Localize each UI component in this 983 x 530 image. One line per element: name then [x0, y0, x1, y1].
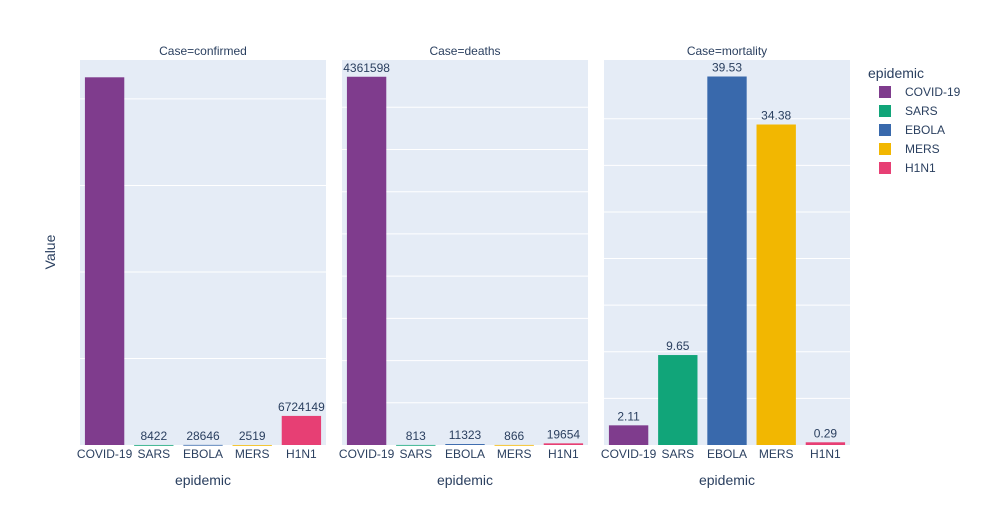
bar-value-label: 2519: [239, 429, 266, 443]
legend-swatch: [879, 86, 891, 98]
bar-value-label: 866: [504, 429, 524, 443]
bar-value-label: 8422: [140, 429, 167, 443]
bar[interactable]: [281, 415, 322, 445]
x-axis-title: epidemic: [175, 472, 231, 488]
bar[interactable]: [346, 76, 387, 446]
facet-panel: Case=confirmed COVID-19 8422 SARS 28646 EBOLA…: [77, 44, 326, 488]
x-axis-title: epidemic: [437, 472, 493, 488]
x-tick-label: SARS: [137, 447, 170, 461]
x-tick-label: SARS: [399, 447, 432, 461]
bar-value-label: 9.65: [666, 339, 690, 353]
x-tick-label: MERS: [497, 447, 532, 461]
y-axis-title: Value: [42, 234, 58, 269]
x-tick-label: H1N1: [810, 447, 841, 461]
bar[interactable]: [543, 443, 584, 445]
x-tick-label: COVID-19: [601, 447, 657, 461]
bar-value-label: 11323: [449, 428, 482, 442]
facet-title: Case=deaths: [429, 44, 500, 58]
bar[interactable]: [707, 76, 747, 446]
bar-value-label: 2.11: [617, 409, 640, 423]
bar[interactable]: [445, 444, 485, 445]
x-tick-label: COVID-19: [339, 447, 395, 461]
legend-label: EBOLA: [905, 123, 945, 137]
facet-panel: Case=deaths 4361598 COVID-19 813 SARS 11323 EB…: [339, 44, 588, 488]
legend-label: COVID-19: [905, 85, 961, 99]
x-tick-label: MERS: [759, 447, 794, 461]
facet-title: Case=confirmed: [159, 44, 247, 58]
legend-label: H1N1: [905, 161, 936, 175]
x-tick-label: EBOLA: [707, 447, 747, 461]
legend-title: epidemic: [868, 65, 924, 81]
legend-item[interactable]: EBOLA: [879, 123, 945, 137]
chart-panels: Case=confirmed COVID-19 8422 SARS 28646 EBOLA…: [77, 44, 850, 488]
bar[interactable]: [232, 444, 272, 446]
x-tick-label: MERS: [235, 447, 270, 461]
x-tick-label: EBOLA: [183, 447, 223, 461]
legend-swatch: [879, 143, 891, 155]
legend-swatch: [879, 105, 891, 117]
bar-value-label: 813: [406, 429, 426, 443]
bar[interactable]: [756, 124, 796, 445]
bar-value-label: 34.38: [761, 109, 791, 123]
legend-label: MERS: [905, 142, 940, 156]
legend: epidemic COVID-19 SARS EBOLA MERS H1N1: [868, 65, 961, 175]
legend-item[interactable]: SARS: [879, 104, 938, 118]
legend-items: COVID-19 SARS EBOLA MERS H1N1: [879, 85, 961, 175]
facet-panel: Case=mortality 2.11 COVID-19 9.65 SARS 39.53 E…: [601, 44, 850, 488]
bar[interactable]: [608, 425, 649, 445]
bar-value-label: 4361598: [343, 61, 390, 75]
x-tick-label: H1N1: [286, 447, 317, 461]
bar-value-label: 19654: [547, 427, 581, 441]
bar[interactable]: [494, 444, 534, 446]
bar[interactable]: [84, 77, 125, 445]
facet-title: Case=mortality: [687, 44, 767, 58]
legend-swatch: [879, 162, 891, 174]
x-tick-label: H1N1: [548, 447, 579, 461]
bar[interactable]: [183, 444, 223, 446]
bar-value-label: 39.53: [712, 61, 742, 75]
x-tick-label: EBOLA: [445, 447, 485, 461]
legend-item[interactable]: H1N1: [879, 161, 936, 175]
x-tick-label: SARS: [661, 447, 694, 461]
legend-item[interactable]: MERS: [879, 142, 940, 156]
bar-value-label: 0.29: [814, 426, 838, 440]
x-tick-label: COVID-19: [77, 447, 133, 461]
bar-value-label: 6724149: [278, 400, 325, 414]
legend-swatch: [879, 124, 891, 136]
legend-item[interactable]: COVID-19: [879, 85, 961, 99]
x-axis-title: epidemic: [699, 472, 755, 488]
bar[interactable]: [658, 355, 698, 445]
bar[interactable]: [134, 444, 174, 446]
bar-value-label: 28646: [186, 429, 220, 443]
bar[interactable]: [805, 442, 846, 445]
bar[interactable]: [396, 444, 436, 446]
legend-label: SARS: [905, 104, 938, 118]
